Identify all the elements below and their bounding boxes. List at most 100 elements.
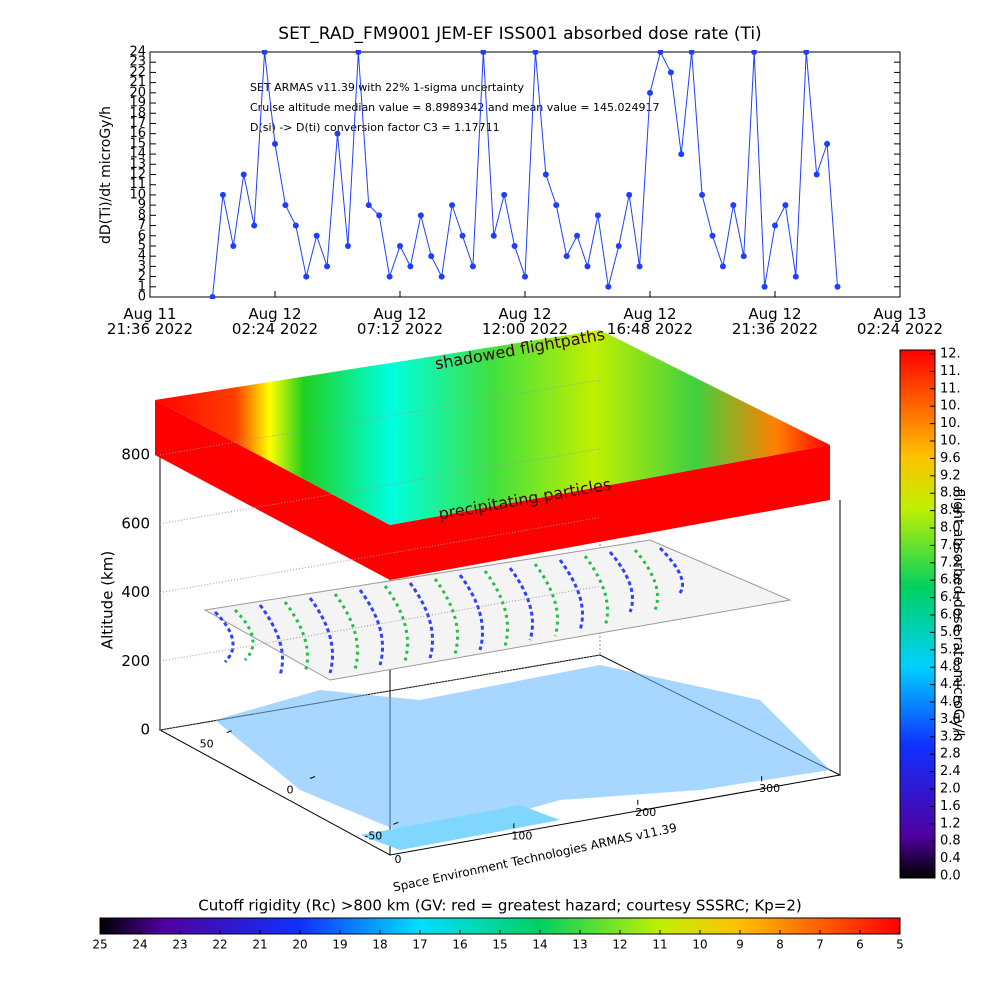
data-point xyxy=(324,263,331,270)
y-tick-label: 16 xyxy=(129,126,146,141)
map-land xyxy=(215,665,830,840)
data-point xyxy=(501,191,508,198)
colorbar-tick-label: 4.0 xyxy=(940,695,961,710)
colorbar-tick-label: 9.6 xyxy=(940,451,961,466)
colorbar-tick-label: 19 xyxy=(332,938,347,952)
data-point xyxy=(365,202,372,209)
data-point xyxy=(428,253,435,260)
colorbar-tick-label: 15 xyxy=(492,938,507,952)
colorbar xyxy=(899,349,936,879)
colorbar-tick-label: 16 xyxy=(452,938,467,952)
colorbar-tick-label: 11. xyxy=(940,364,961,379)
data-point xyxy=(615,242,622,249)
lon-tick-label: 0 xyxy=(395,853,402,866)
y-tick-label: 11 xyxy=(129,177,146,192)
data-point xyxy=(594,212,601,219)
data-point xyxy=(344,242,351,249)
data-point xyxy=(459,232,466,239)
data-point xyxy=(740,253,747,260)
colorbar-tick-label: 10 xyxy=(692,938,707,952)
x-tick-label: Aug 12 21:36 2022 xyxy=(731,305,819,338)
data-point xyxy=(647,89,653,96)
data-point xyxy=(292,222,299,229)
colorbar-tick-label: 6.8 xyxy=(940,573,961,588)
orbit-band xyxy=(203,539,792,681)
chart-title: SET_RAD_FM9001 JEM-EF ISS001 absorbed do… xyxy=(278,24,761,44)
data-point xyxy=(709,232,716,239)
colorbar-tick-label: 3.6 xyxy=(940,712,961,727)
x-tick-label: Aug 12 07:12 2022 xyxy=(356,305,444,338)
y-tick-label: 15 xyxy=(129,136,146,151)
colorbar-tick-label: 5.6 xyxy=(940,625,961,640)
x-tick-label: Aug 11 21:36 2022 xyxy=(106,305,194,338)
y-tick-label: 12 xyxy=(129,167,146,182)
colorbar-tick-label: 1.2 xyxy=(940,816,961,831)
data-point xyxy=(261,50,268,55)
scene-3d: shadowed flightpaths precipitating parti… xyxy=(99,325,842,894)
y-tick-label: 1 xyxy=(138,279,146,294)
data-point xyxy=(397,242,403,249)
z-tick-label: 200 xyxy=(121,652,150,670)
slab-top xyxy=(155,330,830,525)
data-point xyxy=(209,294,216,299)
annotation: SET ARMAS v11.39 with 22% 1-sigma uncert… xyxy=(250,81,524,94)
data-point xyxy=(303,273,310,280)
z-tick-label: 800 xyxy=(121,446,150,464)
colorbar-tick-label: 22 xyxy=(212,938,227,952)
lon-tick-label: 200 xyxy=(635,806,656,819)
data-point xyxy=(751,50,758,55)
z-tick-label: 400 xyxy=(121,583,150,601)
colorbar-tick-label: 10. xyxy=(940,416,961,431)
colorbar-tick-label: 6 xyxy=(856,938,864,952)
colorbar-tick-label: 0.0 xyxy=(940,869,961,884)
y-tick-label: 6 xyxy=(138,228,146,243)
data-point xyxy=(480,50,487,55)
colorbar-tick-label: 12. xyxy=(940,347,961,362)
lon-tick-label: 100 xyxy=(511,829,532,842)
x-tick-label: Aug 12 16:48 2022 xyxy=(606,305,694,338)
y-tick-label: 5 xyxy=(138,238,146,253)
data-point xyxy=(626,191,633,198)
colorbar-tick-label: 12 xyxy=(612,938,627,952)
colorbar-tick-label: 25 xyxy=(92,938,107,952)
data-point xyxy=(688,50,695,55)
data-point xyxy=(407,263,414,270)
data-point xyxy=(522,273,528,280)
data-point xyxy=(240,171,247,178)
colorbar-tick-label: 6.0 xyxy=(940,608,961,623)
lat-tick-label: 50 xyxy=(200,738,214,751)
series xyxy=(209,50,841,299)
data-point xyxy=(417,212,424,219)
colorbar-tick-label: 20 xyxy=(292,938,307,952)
data-point xyxy=(813,171,820,178)
data-point xyxy=(386,273,393,280)
colorbar-tick-label: 17 xyxy=(412,938,427,952)
data-point xyxy=(376,212,383,219)
y-tick-label: 10 xyxy=(129,187,146,202)
colorbar-tick-label: 0.8 xyxy=(940,834,961,849)
data-point xyxy=(657,50,664,55)
colorbar-tick-label: 5 xyxy=(896,938,904,952)
orbit-track xyxy=(213,546,684,676)
colorbar-tick-label: 21 xyxy=(252,938,267,952)
map-land xyxy=(360,805,560,850)
y-tick-label: 22 xyxy=(129,65,146,80)
data-point xyxy=(761,283,768,290)
lat-tick xyxy=(226,730,232,734)
colorbar-label: Cutoff rigidity (Rc) >800 km (GV: red = … xyxy=(198,897,801,915)
data-point xyxy=(282,202,289,209)
colorbar-tick-label: 9.2 xyxy=(940,468,961,483)
colorbar-tick-label: 8 xyxy=(776,938,784,952)
annotation: Cruise altitude median value = 8.8989342… xyxy=(250,101,660,114)
lat-tick xyxy=(393,821,399,825)
colorbar-tick-label: 8.0 xyxy=(940,521,961,536)
data-point xyxy=(605,283,612,290)
y-tick-label: 3 xyxy=(138,259,146,274)
data-point xyxy=(719,263,726,270)
y-axis-label: dD(Ti)/dt microGy/h xyxy=(98,106,114,244)
colorbar-tick-label: 7.6 xyxy=(940,538,961,553)
data-point xyxy=(792,273,799,280)
y-tick-label: 4 xyxy=(138,249,146,264)
